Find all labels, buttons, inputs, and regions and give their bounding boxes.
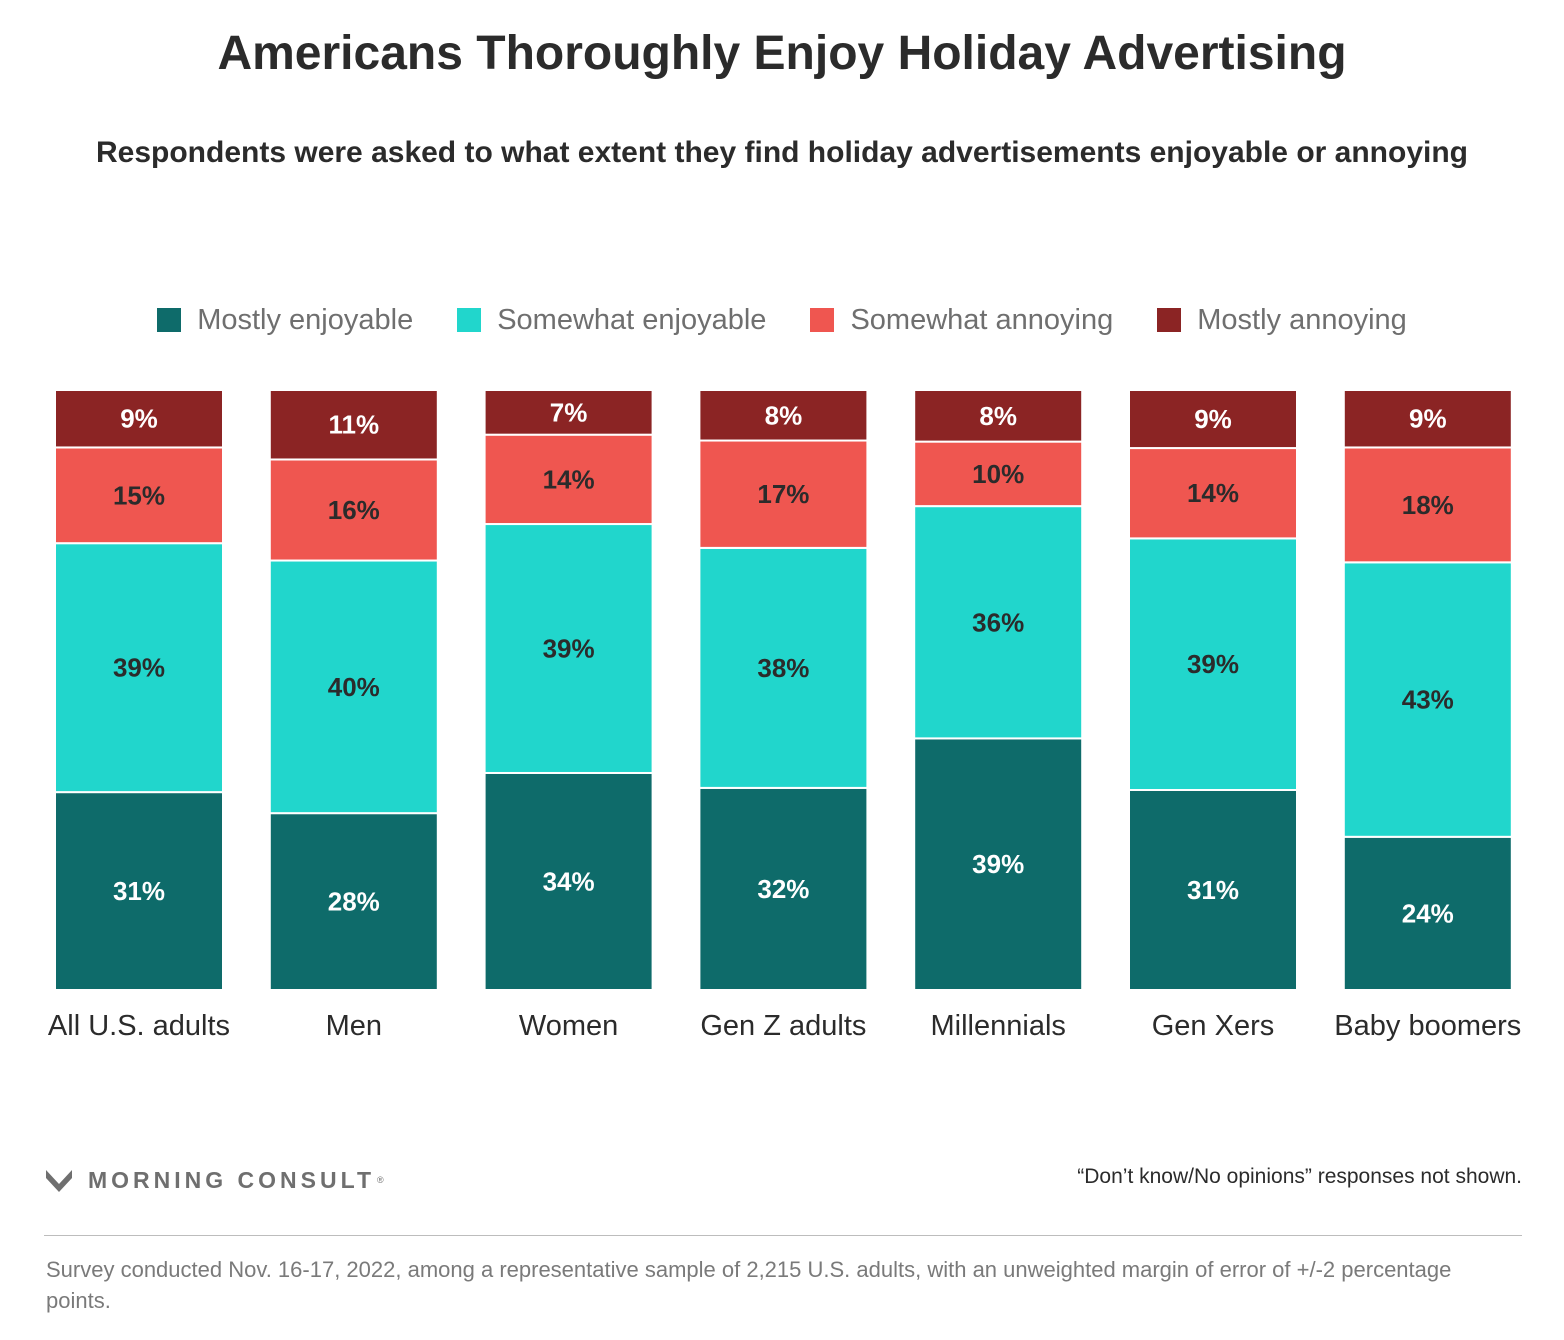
legend-swatch: [157, 308, 182, 332]
legend-item: Somewhat enjoyable: [457, 304, 766, 337]
bar-segment: [268, 559, 439, 815]
data-label: 14%: [543, 464, 595, 494]
legend-swatch: [457, 308, 482, 332]
category-label: Millennials: [931, 1010, 1066, 1042]
brand-name: MORNING CONSULT: [88, 1166, 376, 1193]
bar-segment: [268, 812, 439, 991]
category-label: Women: [519, 1010, 618, 1042]
data-label: 40%: [328, 672, 380, 702]
data-label: 10%: [972, 459, 1024, 489]
bar-segment: [913, 440, 1084, 508]
data-label: 39%: [1187, 649, 1239, 679]
legend-label: Somewhat annoying: [850, 303, 1114, 336]
bar-stack: 31% 39% 15% 9%: [54, 389, 224, 992]
bar-segment: [483, 523, 654, 774]
bar-stack: 39% 36% 10% 8%: [913, 389, 1084, 991]
data-label: 9%: [1194, 404, 1232, 434]
data-label: 24%: [1402, 898, 1454, 928]
chart-legend: Mostly enjoyable Somewhat enjoyable Somewh…: [0, 300, 1564, 340]
chart-subtitle: Respondents were asked to what extent th…: [96, 136, 1468, 169]
data-label: 7%: [550, 397, 588, 427]
bar-segment: [913, 505, 1084, 740]
data-label: 14%: [1187, 478, 1239, 508]
footer-source: Survey conducted Nov. 16-17, 2022, among…: [46, 1257, 1452, 1313]
data-label: 38%: [757, 653, 809, 683]
bar-segment: [268, 389, 439, 461]
bar-segment: [698, 439, 869, 549]
bar-segment: [698, 389, 869, 442]
bar-stack: 28% 40% 16% 11%: [268, 389, 439, 991]
data-label: 34%: [543, 866, 595, 896]
legend-label: Mostly enjoyable: [197, 303, 414, 336]
data-label: 32%: [757, 874, 809, 904]
data-label: 17%: [757, 479, 809, 509]
legend-item: Mostly enjoyable: [157, 304, 413, 337]
data-label: 9%: [1409, 404, 1447, 434]
data-label: 31%: [113, 876, 165, 906]
legend-swatch: [1157, 308, 1182, 332]
category-label: Baby boomers: [1334, 1010, 1521, 1042]
bar-segment: [698, 546, 869, 789]
data-label: 36%: [972, 607, 1024, 637]
data-label: 8%: [979, 401, 1017, 431]
data-label: 9%: [120, 404, 158, 434]
bar-segment: [54, 389, 224, 449]
stacked-bar-chart: 31% 39% 15% 9% All U.S. adults 28% 40% 16% 11% Me…: [48, 389, 1521, 1042]
brand-logo: MORNING CONSULT ®: [44, 1162, 384, 1198]
bar-segment: [1128, 789, 1298, 991]
bar-segment: [54, 542, 224, 794]
bar-stack: 31% 39% 14% 9%: [1128, 389, 1298, 991]
footer-divider: [44, 1235, 1522, 1236]
bar-segment: [268, 458, 439, 562]
category-label: Men: [326, 1010, 382, 1042]
bar-stack: 32% 38% 17% 8%: [698, 389, 869, 991]
bar-segment: [698, 786, 869, 991]
chart-note: “Don’t know/No opinions” responses not s…: [1077, 1165, 1522, 1188]
bar-segment: [1128, 389, 1298, 450]
legend-label: Somewhat enjoyable: [497, 303, 767, 336]
category-label: Gen Xers: [1152, 1010, 1275, 1042]
data-label: 31%: [1187, 875, 1239, 905]
data-label: 39%: [972, 849, 1024, 879]
bar-stack: 34% 39% 14% 7%: [483, 389, 654, 991]
morning-consult-logo-icon: [46, 1170, 72, 1192]
bar-segment: [1342, 446, 1513, 564]
data-label: 39%: [113, 653, 165, 683]
data-label: 28%: [328, 887, 380, 917]
legend-label: Mostly annoying: [1197, 303, 1407, 336]
data-label: 15%: [113, 480, 165, 510]
data-label: 43%: [1402, 685, 1454, 715]
legend-item: Mostly annoying: [1157, 304, 1407, 337]
bar-segment: [483, 433, 654, 526]
chart-title: Americans Thoroughly Enjoy Holiday Adver…: [217, 27, 1347, 80]
bar-segment: [913, 389, 1084, 443]
bar-segment: [483, 771, 654, 991]
category-label: Gen Z adults: [700, 1010, 866, 1042]
bar-segment: [1342, 389, 1513, 449]
bar-segment: [483, 389, 654, 436]
legend-item: Somewhat annoying: [810, 304, 1113, 337]
data-label: 11%: [328, 410, 379, 440]
category-label: All U.S. adults: [48, 1010, 230, 1042]
legend-swatch: [810, 308, 835, 332]
bar-segment: [54, 791, 224, 992]
data-label: 16%: [328, 495, 380, 525]
bar-segment: [54, 446, 224, 545]
bar-stack: 24% 43% 18% 9%: [1342, 389, 1513, 992]
data-label: 8%: [765, 400, 803, 430]
registered-mark: ®: [377, 1175, 384, 1185]
data-label: 18%: [1402, 490, 1454, 520]
data-label: 39%: [543, 634, 595, 664]
bar-segment: [1128, 537, 1298, 791]
